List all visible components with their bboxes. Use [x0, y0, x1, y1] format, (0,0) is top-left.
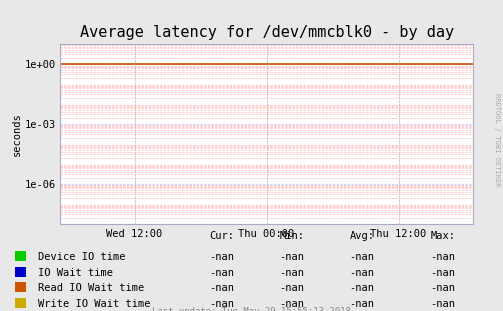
Title: Average latency for /dev/mmcblk0 - by day: Average latency for /dev/mmcblk0 - by da… [79, 25, 454, 39]
Text: -nan: -nan [209, 299, 234, 309]
Text: -nan: -nan [350, 283, 375, 293]
Text: -nan: -nan [350, 268, 375, 278]
Text: -nan: -nan [430, 299, 455, 309]
Y-axis label: seconds: seconds [12, 112, 22, 156]
Text: IO Wait time: IO Wait time [38, 268, 113, 278]
Text: -nan: -nan [430, 283, 455, 293]
Text: Device IO time: Device IO time [38, 252, 125, 262]
Text: -nan: -nan [209, 252, 234, 262]
Text: -nan: -nan [279, 283, 304, 293]
Text: Last update: Tue May 29 15:55:13 2018: Last update: Tue May 29 15:55:13 2018 [152, 307, 351, 311]
Text: Avg:: Avg: [350, 231, 375, 241]
Text: -nan: -nan [279, 252, 304, 262]
Text: Read IO Wait time: Read IO Wait time [38, 283, 144, 293]
Text: -nan: -nan [430, 252, 455, 262]
Text: Min:: Min: [279, 231, 304, 241]
Text: -nan: -nan [430, 268, 455, 278]
Text: -nan: -nan [279, 299, 304, 309]
Text: -nan: -nan [279, 268, 304, 278]
Text: RRDTOOL / TOBI OETIKER: RRDTOOL / TOBI OETIKER [494, 93, 500, 187]
Text: -nan: -nan [209, 283, 234, 293]
Text: Max:: Max: [430, 231, 455, 241]
Text: -nan: -nan [350, 299, 375, 309]
Text: Write IO Wait time: Write IO Wait time [38, 299, 150, 309]
Text: -nan: -nan [209, 268, 234, 278]
Text: Cur:: Cur: [209, 231, 234, 241]
Text: -nan: -nan [350, 252, 375, 262]
